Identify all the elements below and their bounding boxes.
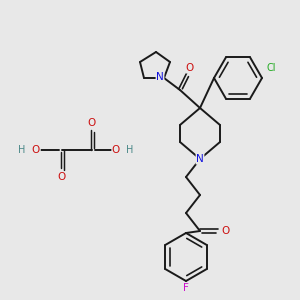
Text: O: O (88, 118, 96, 128)
Text: H: H (18, 145, 26, 155)
Text: F: F (183, 283, 189, 293)
Text: O: O (221, 226, 229, 236)
Text: Cl: Cl (266, 63, 276, 73)
Text: O: O (32, 145, 40, 155)
Text: N: N (196, 154, 204, 164)
Text: O: O (58, 172, 66, 182)
Text: O: O (112, 145, 120, 155)
Text: O: O (186, 63, 194, 73)
Text: H: H (126, 145, 134, 155)
Text: N: N (156, 72, 164, 82)
